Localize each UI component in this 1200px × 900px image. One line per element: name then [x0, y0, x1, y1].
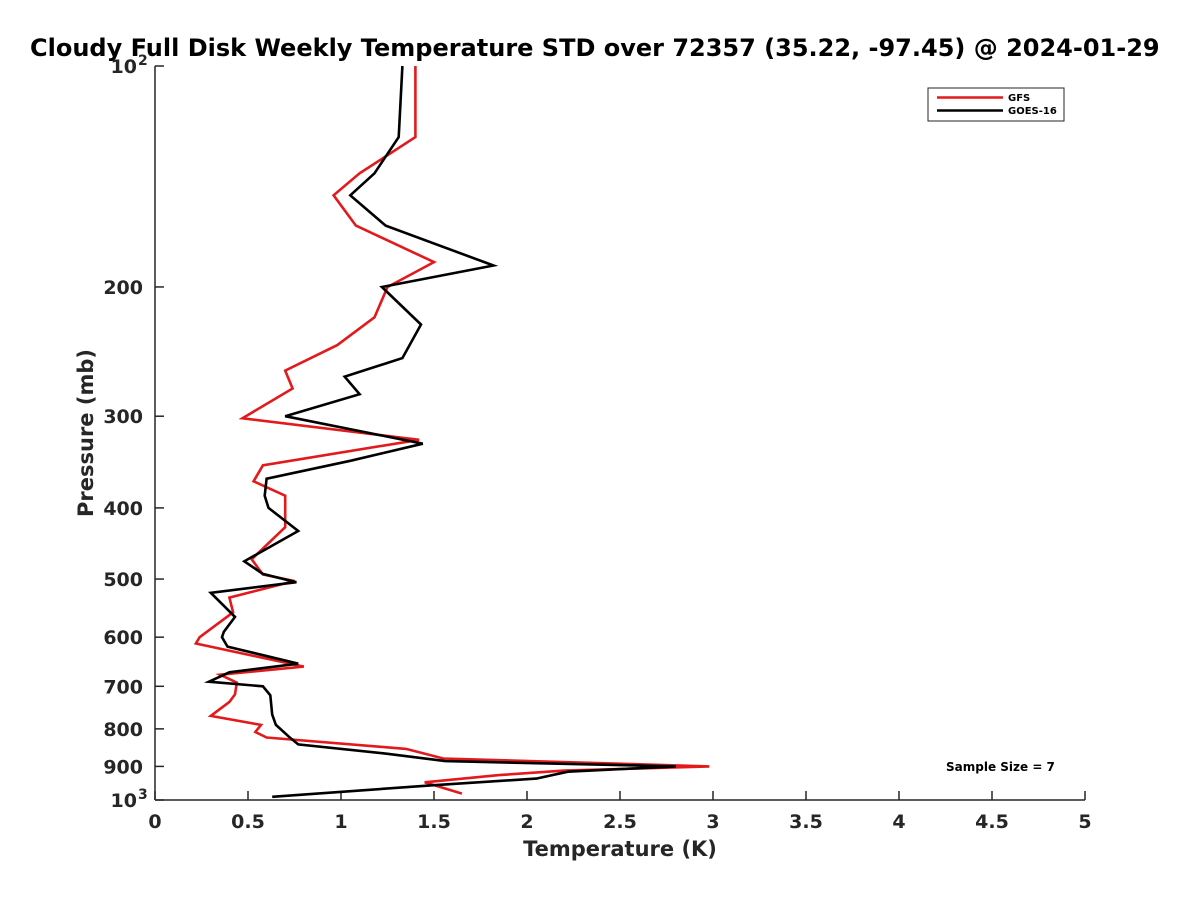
- y-tick-label: 700: [103, 676, 143, 698]
- x-tick-label: 4.5: [975, 811, 1009, 833]
- x-tick-label: 5: [1078, 811, 1091, 833]
- y-tick-label: 800: [103, 719, 143, 741]
- x-tick-label: 3: [706, 811, 719, 833]
- chart-title: Cloudy Full Disk Weekly Temperature STD …: [30, 34, 1160, 62]
- series-line-goes16: [203, 65, 676, 799]
- x-axis-ticks: 0 0.5 1 1.5 2 2.5 3 3.5 4 4.5 5: [148, 791, 1092, 833]
- series-line-gfs: [193, 66, 710, 795]
- series-lines: [193, 65, 710, 799]
- y-tick-label: 400: [103, 498, 143, 520]
- legend: GFS GOES-16: [927, 87, 1065, 122]
- plot-area: [154, 66, 1085, 801]
- x-tick-label: 2: [520, 811, 533, 833]
- x-tick-label: 0.5: [231, 811, 265, 833]
- y-tick-label: 500: [103, 569, 143, 591]
- x-tick-label: 4: [892, 811, 905, 833]
- legend-entry-gfs: GFS: [1008, 93, 1030, 104]
- x-tick-label: 1.5: [417, 811, 451, 833]
- y-tick-label: 10: [111, 790, 137, 812]
- x-tick-label: 1: [334, 811, 347, 833]
- y-tick-label: 600: [103, 627, 143, 649]
- y-tick-label: 900: [103, 756, 143, 778]
- x-tick-label: 3.5: [789, 811, 823, 833]
- x-tick-label: 2.5: [603, 811, 637, 833]
- y-axis-label: Pressure (mb): [74, 349, 98, 517]
- y-tick-exponent: 2: [138, 53, 148, 69]
- legend-entry-goes16: GOES-16: [1008, 106, 1057, 117]
- sample-size-annotation: Sample Size = 7: [946, 760, 1055, 774]
- y-tick-label: 200: [103, 277, 143, 299]
- x-tick-label: 0: [148, 811, 161, 833]
- y-tick-label: 300: [103, 406, 143, 428]
- y-tick-label: 10: [111, 56, 137, 78]
- y-tick-exponent: 3: [138, 787, 148, 803]
- x-axis-label: Temperature (K): [523, 837, 717, 861]
- legend-box: [927, 87, 1065, 122]
